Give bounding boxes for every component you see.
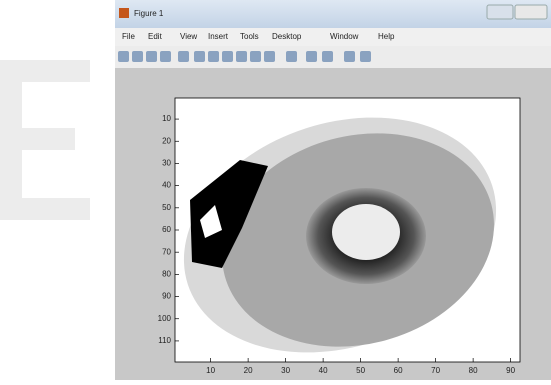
y-tick-label: 110 — [158, 336, 171, 345]
minimize-button[interactable] — [487, 5, 513, 19]
y-tick-label: 40 — [162, 181, 171, 190]
toolbar-button[interactable] — [208, 51, 219, 62]
title-bar — [115, 0, 551, 28]
x-tick-label: 10 — [206, 366, 215, 375]
toolbar-button[interactable] — [194, 51, 205, 62]
x-tick-label: 50 — [356, 366, 365, 375]
screen: Figure 1 File Edit View Insert Tools Desktop W… — [0, 0, 551, 380]
page: Figure 1 File Edit View Insert Tools Desktop W… — [0, 0, 551, 380]
y-tick-label: 10 — [162, 114, 171, 123]
toolbar-button[interactable] — [222, 51, 233, 62]
y-tick-label: 90 — [162, 292, 171, 301]
window-title: Figure 1 — [134, 9, 164, 18]
toolbar-button[interactable] — [146, 51, 157, 62]
toolbar-button[interactable] — [286, 51, 297, 62]
toolbar-button[interactable] — [250, 51, 261, 62]
x-tick-label: 60 — [394, 366, 403, 375]
y-tick-label: 30 — [162, 159, 171, 168]
y-tick-label: 80 — [162, 269, 171, 278]
toolbar-button[interactable] — [264, 51, 275, 62]
menu-item[interactable]: View — [180, 32, 197, 41]
center — [332, 204, 400, 260]
y-tick-label: 60 — [162, 225, 171, 234]
toolbar-button[interactable] — [344, 51, 355, 62]
x-tick-label: 70 — [431, 366, 440, 375]
toolbar-button[interactable] — [236, 51, 247, 62]
app-icon — [119, 8, 129, 18]
x-tick-label: 40 — [319, 366, 328, 375]
menu-item[interactable]: Tools — [240, 32, 259, 41]
y-tick-label: 100 — [158, 314, 172, 323]
x-tick-label: 80 — [469, 366, 478, 375]
y-tick-label: 70 — [162, 247, 171, 256]
close-button[interactable] — [515, 5, 547, 19]
x-tick-label: 90 — [506, 366, 515, 375]
menu-item[interactable]: Help — [378, 32, 395, 41]
y-tick-label: 20 — [162, 136, 171, 145]
menu-item[interactable]: Window — [330, 32, 359, 41]
menu-item[interactable]: File — [122, 32, 135, 41]
toolbar-button[interactable] — [322, 51, 333, 62]
menu-item[interactable]: Desktop — [272, 32, 302, 41]
toolbar-button[interactable] — [160, 51, 171, 62]
toolbar-button[interactable] — [118, 51, 129, 62]
toolbar-button[interactable] — [178, 51, 189, 62]
toolbar-button[interactable] — [306, 51, 317, 62]
x-tick-label: 20 — [244, 366, 253, 375]
toolbar-button[interactable] — [132, 51, 143, 62]
toolbar-button[interactable] — [360, 51, 371, 62]
x-tick-label: 30 — [281, 366, 290, 375]
y-tick-label: 50 — [162, 203, 171, 212]
menu-item[interactable]: Insert — [208, 32, 229, 41]
menu-item[interactable]: Edit — [148, 32, 163, 41]
